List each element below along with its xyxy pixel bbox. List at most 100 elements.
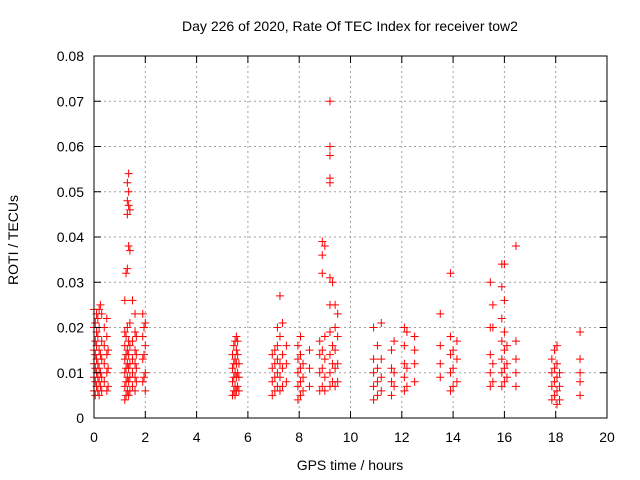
data-point [410, 332, 419, 341]
data-point [547, 355, 556, 364]
data-point [390, 382, 399, 391]
data-point [331, 364, 340, 373]
x-tick-label: 12 [394, 429, 410, 445]
data-point [387, 377, 396, 386]
data-point [500, 260, 509, 269]
data-point [369, 368, 378, 377]
x-tick-label: 8 [295, 429, 303, 445]
data-point [104, 346, 113, 355]
data-point [502, 373, 511, 382]
data-point [95, 305, 104, 314]
data-point [138, 332, 147, 341]
data-points [90, 97, 585, 409]
data-point [122, 269, 131, 278]
data-point [128, 382, 137, 391]
data-point [125, 341, 134, 350]
data-point [488, 323, 497, 332]
data-point [299, 373, 308, 382]
data-point [325, 350, 334, 359]
data-point [325, 328, 334, 337]
data-point [296, 350, 305, 359]
data-point [124, 169, 133, 178]
data-point [273, 368, 282, 377]
data-point [410, 346, 419, 355]
data-point [320, 386, 329, 395]
data-point [377, 386, 386, 395]
x-tick-label: 16 [497, 429, 513, 445]
x-tick-label: 6 [244, 429, 252, 445]
data-point [125, 205, 134, 214]
data-point [93, 314, 102, 323]
data-point [318, 237, 327, 246]
data-point [328, 341, 337, 350]
data-point [141, 368, 150, 377]
data-point [511, 382, 520, 391]
data-point [275, 386, 284, 395]
data-point [278, 350, 287, 359]
data-point [325, 174, 334, 183]
data-point [293, 341, 302, 350]
data-point [452, 355, 461, 364]
data-point [140, 373, 149, 382]
data-point [282, 341, 291, 350]
data-point [131, 373, 140, 382]
data-point [497, 368, 506, 377]
data-point [547, 382, 556, 391]
data-point [390, 368, 399, 377]
data-point [275, 332, 284, 341]
data-point [282, 377, 291, 386]
data-point [486, 382, 495, 391]
data-point [125, 246, 134, 255]
y-tick-label: 0.04 [57, 229, 84, 245]
data-point [550, 391, 559, 400]
data-point [100, 323, 109, 332]
data-point [576, 391, 585, 400]
data-point [124, 350, 133, 359]
data-point [497, 355, 506, 364]
data-point [550, 377, 559, 386]
data-point [102, 314, 111, 323]
data-point [231, 391, 240, 400]
data-point [140, 323, 149, 332]
data-point [228, 364, 237, 373]
data-point [502, 341, 511, 350]
data-point [234, 359, 243, 368]
data-point [449, 364, 458, 373]
data-point [131, 386, 140, 395]
data-point [331, 300, 340, 309]
x-tick-label: 14 [445, 429, 461, 445]
data-point [132, 350, 141, 359]
data-point [123, 264, 132, 273]
data-point [315, 337, 324, 346]
data-point [138, 309, 147, 318]
data-point [446, 368, 455, 377]
data-point [377, 373, 386, 382]
data-point [97, 309, 106, 318]
data-point [552, 386, 561, 395]
data-point [128, 337, 137, 346]
data-point [229, 341, 238, 350]
data-point [547, 395, 556, 404]
data-point [552, 341, 561, 350]
data-point [140, 350, 149, 359]
data-point [100, 341, 109, 350]
data-point [120, 296, 129, 305]
y-tick-label: 0.08 [57, 48, 84, 64]
data-point [123, 346, 132, 355]
data-point [500, 296, 509, 305]
data-point [268, 391, 277, 400]
x-tick-label: 4 [193, 429, 201, 445]
data-point [315, 368, 324, 377]
data-point [502, 359, 511, 368]
data-point [488, 300, 497, 309]
data-point [325, 142, 334, 151]
data-point [305, 346, 314, 355]
data-point [104, 382, 113, 391]
data-point [138, 377, 147, 386]
data-point [124, 187, 133, 196]
data-point [486, 350, 495, 359]
data-point [488, 359, 497, 368]
data-point [131, 328, 140, 337]
data-point [131, 359, 140, 368]
